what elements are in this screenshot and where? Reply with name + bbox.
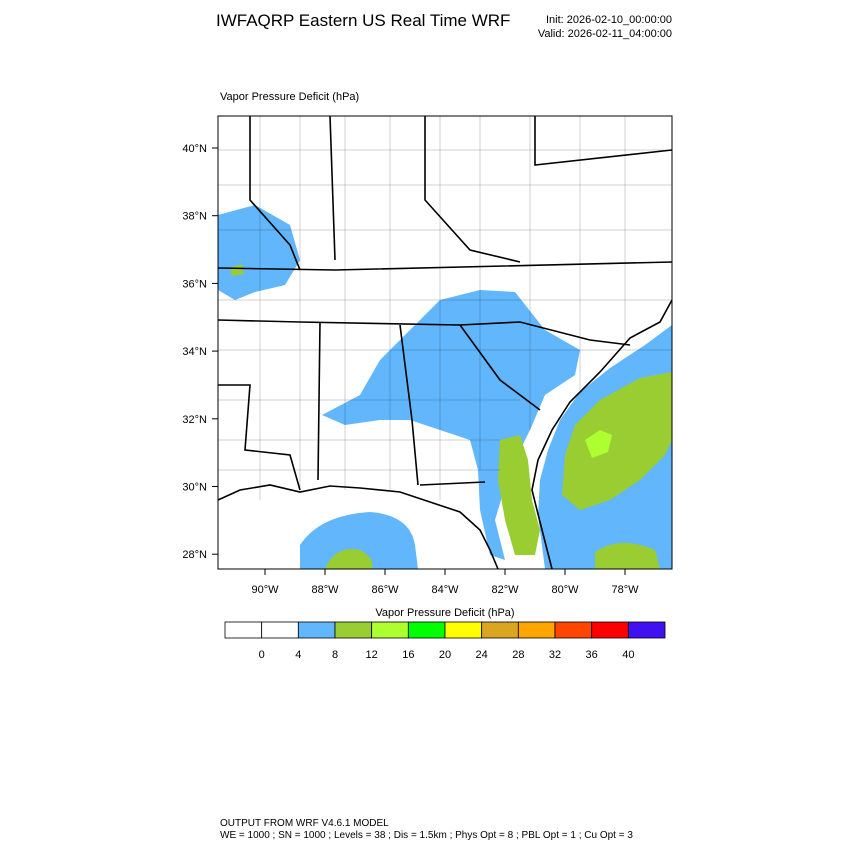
vpd-area [498, 435, 540, 555]
vpd-area [585, 430, 612, 458]
vpd-area [562, 372, 672, 510]
colorbar-label: 16 [402, 649, 414, 661]
colorbar-box [554, 621, 593, 639]
colorbar-box [481, 621, 519, 639]
colorbar-box [224, 621, 263, 639]
valid-time: Valid: 2026-02-11_04:00:00 [538, 28, 672, 40]
title: IWFAQRP Eastern US Real Time WRF [216, 11, 510, 30]
map-ticks: 40°N 38°N 36°N 34°N 32°N 30°N 28°N 90°W 88°W 86°W… [182, 143, 639, 596]
colorbar-title: Vapor Pressure Deficit (hPa) [375, 607, 514, 619]
vpd-area [300, 512, 418, 569]
lat-label: 28°N [182, 549, 207, 561]
map [218, 116, 672, 569]
footer-line: WE = 1000 ; SN = 1000 ; Levels = 38 ; Di… [220, 830, 633, 841]
map-subtitle: Vapor Pressure Deficit (hPa) [220, 91, 359, 103]
colorbar-box [334, 621, 373, 639]
colorbar-box [407, 621, 446, 639]
colorbar-label: 8 [332, 649, 338, 661]
lon-label: 86°W [371, 584, 399, 596]
lon-label: 78°W [611, 584, 639, 596]
lat-label: 40°N [182, 143, 207, 155]
vpd-area [325, 549, 373, 569]
colorbar-label: 12 [366, 649, 378, 661]
lat-label: 32°N [182, 414, 207, 426]
footer-line: OUTPUT FROM WRF V4.6.1 MODEL [220, 818, 389, 829]
vpd-area [322, 290, 580, 560]
init-time: Init: 2026-02-10_00:00:00 [546, 14, 672, 26]
colorbar-box [444, 621, 483, 639]
colorbar-label: 36 [586, 649, 598, 661]
colorbar-label: 40 [622, 649, 634, 661]
vpd-area [218, 205, 300, 300]
colorbar-box [261, 621, 299, 639]
colorbar-box [297, 621, 336, 639]
boundaries [218, 116, 672, 569]
colorbar-box [591, 621, 629, 639]
colorbar-label: 24 [476, 649, 488, 661]
lon-label: 90°W [251, 584, 279, 596]
colorbar-label: 32 [549, 649, 561, 661]
lat-label: 36°N [182, 278, 207, 290]
county-lines [218, 116, 672, 500]
colorbar-box [627, 621, 666, 639]
lat-label: 38°N [182, 211, 207, 223]
colorbar-label: 20 [439, 649, 451, 661]
colorbar-box [371, 621, 409, 639]
lon-label: 84°W [431, 584, 459, 596]
lat-label: 34°N [182, 346, 207, 358]
vpd-area [595, 542, 660, 569]
colorbar-label: 28 [512, 649, 524, 661]
colorbar-label: 4 [295, 649, 301, 661]
colorbar-label: 0 [259, 649, 265, 661]
lon-label: 80°W [551, 584, 579, 596]
lon-label: 82°W [491, 584, 519, 596]
colorbar-box [517, 621, 556, 639]
lon-label: 88°W [311, 584, 339, 596]
lat-label: 30°N [182, 482, 207, 494]
colorbar: 0 4 8 12 16 20 24 28 32 36 40 [224, 621, 666, 661]
vpd-area [230, 264, 244, 276]
